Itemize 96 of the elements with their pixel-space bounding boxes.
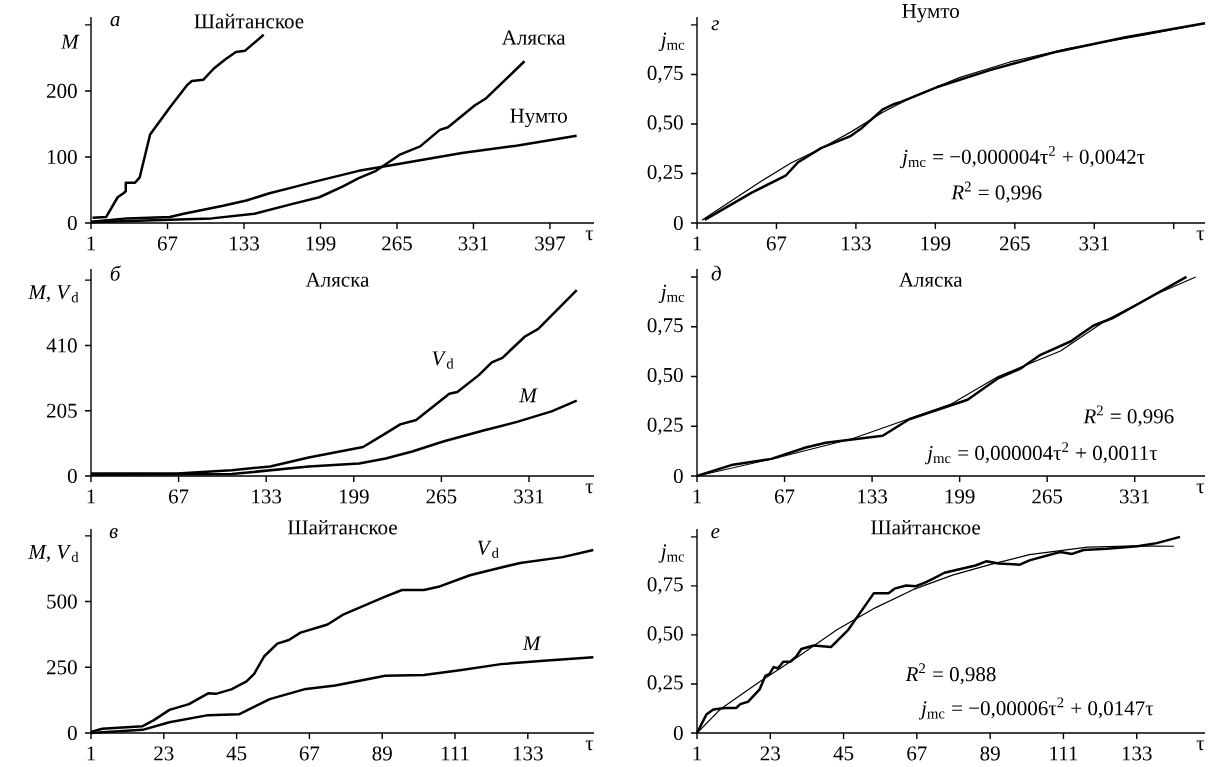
x-axis-title: τ [585, 483, 594, 494]
y-tick-label: 410 [46, 338, 77, 353]
x-tick-label: 1 [693, 489, 701, 504]
x-tick-label: 133 [858, 489, 887, 504]
y-tick-label: 0,25 [647, 164, 683, 183]
x-tick-label: 397 [535, 236, 566, 251]
y-tick-label: 0 [673, 468, 683, 484]
y-tick-label: 250 [47, 660, 77, 675]
y-tick-label: 500 [47, 594, 77, 609]
y-tick-label: 200 [47, 83, 77, 99]
x-axis-title: τ [585, 230, 594, 241]
y-tick-label: 0,75 [647, 65, 683, 84]
x-tick-label: 45 [833, 746, 854, 761]
x-tick-label: 67 [169, 489, 189, 504]
y-tick-label: 0,50 [647, 626, 683, 644]
x-axis-title: τ [1196, 740, 1205, 751]
x-axis-title: τ [585, 740, 594, 751]
y-tick-label: 100 [47, 149, 77, 165]
x-tick-label: 1 [693, 746, 701, 761]
y-axis-title: M, V$_{d}$ [28, 285, 79, 303]
y-axis-title: M [60, 34, 80, 49]
x-tick-label: 265 [999, 236, 1030, 251]
x-tick-label: 1 [87, 236, 95, 251]
annotation: г [711, 20, 719, 31]
x-tick-label: 45 [226, 746, 247, 761]
annotation: R$^{2}$ = 0,996 [951, 181, 1042, 203]
x-tick-label: 199 [921, 236, 951, 251]
x-tick-label: 199 [945, 489, 975, 504]
annotation: е [711, 528, 720, 539]
chart-title: Шайтанское [287, 519, 397, 535]
y-tick-label: 0 [67, 725, 77, 741]
x-axis-title: τ [1196, 230, 1205, 241]
y-tick-label: 0 [67, 215, 77, 231]
y-tick-label: 0,75 [647, 577, 683, 595]
x-tick-label: 133 [842, 236, 871, 251]
x-tick-label: 133 [252, 489, 282, 504]
series-label: M [522, 636, 542, 651]
x-tick-label: 133 [513, 746, 543, 761]
y-tick-label: 0,25 [647, 675, 683, 693]
x-tick-label: 111 [1050, 746, 1078, 761]
chart-title: Нумто [902, 4, 959, 23]
y-tick-label: 0,75 [647, 318, 683, 336]
x-tick-label: 23 [154, 746, 174, 761]
x-tick-label: 1 [693, 236, 701, 251]
x-tick-label: 331 [458, 236, 488, 251]
x-tick-label: 23 [760, 746, 780, 761]
chart-title: Шайтанское [871, 519, 981, 535]
y-axis-title: M, V$_{d}$ [28, 544, 79, 563]
x-tick-label: 199 [306, 236, 336, 251]
x-tick-label: 89 [980, 746, 1000, 761]
y-tick-label: 0,25 [647, 417, 683, 435]
x-tick-label: 331 [1119, 489, 1150, 504]
x-tick-label: 265 [1032, 489, 1063, 504]
annotation: б [110, 265, 121, 281]
y-tick-label: 0 [673, 215, 683, 231]
series-label: Нумто [510, 108, 567, 128]
series-label: Аляска [501, 30, 566, 45]
x-tick-label: 67 [766, 236, 787, 251]
series-label: Шайтанское [194, 13, 304, 29]
annotation: j$_{mc}$ = −0,00006τ$^{2}$ + 0,0147τ [918, 697, 1154, 720]
x-axis-title: τ [1196, 483, 1205, 494]
x-tick-label: 265 [382, 236, 412, 251]
x-tick-label: 331 [1079, 236, 1109, 251]
annotation: а [110, 16, 120, 27]
x-tick-label: 67 [299, 746, 320, 761]
x-tick-label: 1 [87, 489, 95, 504]
series-label: V$_{d}$ [477, 540, 499, 559]
x-tick-label: 199 [339, 489, 369, 504]
x-tick-label: 111 [441, 746, 469, 761]
y-axis-title: j$_{mc}$ [658, 32, 685, 51]
y-tick-label: 0 [67, 468, 77, 484]
y-tick-label: 0 [673, 725, 683, 741]
chart-title: Аляска [305, 272, 370, 287]
annotation: j$_{mc}$ = 0,000004τ$^{2}$ + 0,0011τ [924, 442, 1158, 465]
annotation: j$_{mc}$ = −0,000004τ$^{2}$ + 0,0042τ [899, 145, 1145, 169]
y-tick-label: 0,50 [647, 115, 683, 133]
annotation: R$^{2}$ = 0,996 [1083, 405, 1174, 427]
annotation: R$^{2}$ = 0,988 [905, 663, 996, 685]
x-tick-label: 133 [230, 236, 259, 251]
x-tick-label: 133 [1122, 746, 1152, 761]
y-tick-label: 0,50 [647, 367, 683, 386]
x-tick-label: 89 [372, 746, 392, 761]
series-label: M [519, 388, 538, 403]
x-tick-label: 67 [157, 236, 178, 251]
series-label: V$_{d}$ [432, 351, 454, 369]
annotation: в [109, 528, 118, 539]
x-tick-label: 67 [774, 489, 795, 504]
x-tick-label: 331 [514, 489, 544, 504]
x-tick-label: 1 [87, 746, 95, 761]
y-axis-title: j$_{mc}$ [658, 544, 685, 563]
x-tick-label: 67 [907, 746, 927, 761]
annotation: д [711, 265, 721, 281]
chart-title: Аляска [899, 272, 963, 287]
y-tick-label: 205 [47, 403, 77, 418]
y-axis-title: j$_{mc}$ [658, 284, 685, 304]
x-tick-label: 265 [426, 489, 457, 504]
